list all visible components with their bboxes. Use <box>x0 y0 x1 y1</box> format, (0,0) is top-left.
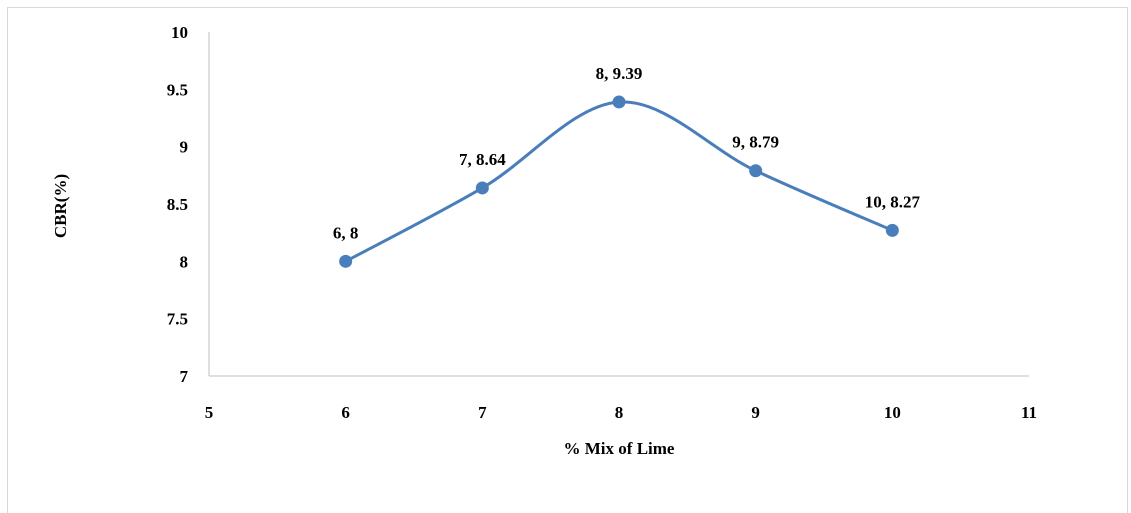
x-tick-label: 9 <box>751 403 760 422</box>
data-labels: 6, 8 7, 8.64 8, 9.39 9, 8.79 10, 8.27 <box>333 64 921 242</box>
x-tick-label: 7 <box>478 403 487 422</box>
y-tick-label: 7.5 <box>167 310 188 329</box>
x-axis-title: % Mix of Lime <box>564 439 675 458</box>
y-tick-label: 8.5 <box>167 195 188 214</box>
y-axis-title: CBR(%) <box>51 174 70 238</box>
data-label: 9, 8.79 <box>732 133 779 152</box>
y-tick-label: 9.5 <box>167 80 188 99</box>
series-line <box>344 100 893 263</box>
data-point <box>339 254 353 268</box>
x-tick-label: 6 <box>341 403 350 422</box>
data-label: 8, 9.39 <box>596 64 643 83</box>
data-label: 6, 8 <box>333 223 359 242</box>
data-label: 7, 8.64 <box>459 150 506 169</box>
x-tick-label: 8 <box>615 403 624 422</box>
data-point <box>475 181 489 195</box>
y-tick-label: 8 <box>180 252 189 271</box>
y-tick-label: 10 <box>171 23 188 42</box>
data-points <box>339 95 899 268</box>
y-tick-labels: 7 7.5 8 8.5 9 9.5 10 <box>167 23 189 386</box>
x-tick-label: 10 <box>884 403 901 422</box>
x-tick-labels: 5 6 7 8 9 10 11 <box>205 403 1037 422</box>
data-point <box>749 164 763 178</box>
data-point <box>612 95 626 109</box>
x-tick-label: 11 <box>1021 403 1037 422</box>
data-label: 10, 8.27 <box>865 192 921 211</box>
data-point <box>885 223 899 237</box>
y-tick-label: 9 <box>180 138 189 157</box>
x-tick-label: 5 <box>205 403 214 422</box>
y-tick-label: 7 <box>180 367 189 386</box>
chart-frame <box>7 7 1128 513</box>
